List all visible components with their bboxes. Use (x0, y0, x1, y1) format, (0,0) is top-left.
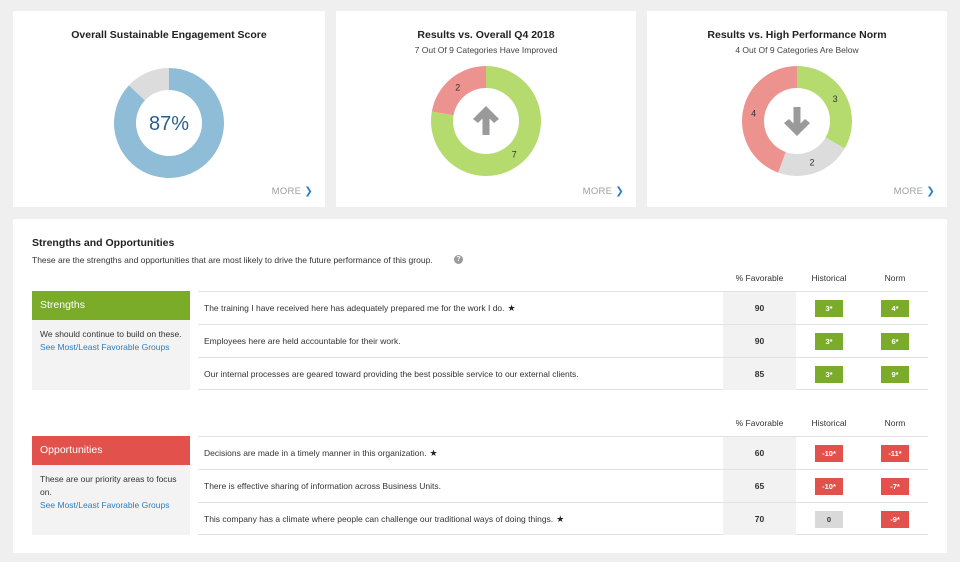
col-favorable: % Favorable (735, 418, 784, 428)
donut-slice-label: 2 (455, 82, 460, 92)
opportunities-header: Opportunities (32, 436, 190, 465)
donut-slice (431, 66, 541, 176)
card-title: Results vs. High Performance Norm (707, 29, 887, 41)
card-subtitle: 7 Out Of 9 Categories Have Improved (414, 45, 558, 55)
donut-slice (113, 68, 224, 178)
more-link[interactable]: MORE ❯ (582, 186, 624, 197)
historical-badge: -10* (815, 478, 843, 495)
opportunities-groups-link[interactable]: See Most/Least Favorable Groups (40, 500, 170, 510)
favorable-value: 90 (723, 292, 796, 324)
col-historical: Historical (811, 273, 847, 283)
donut-slice (431, 66, 486, 116)
engagement-score-card: Overall Sustainable Engagement Score 87%… (13, 11, 325, 207)
results-vs-overall-card: Results vs. Overall Q4 2018 7 Out Of 9 C… (336, 11, 636, 207)
donut-slice-label: 4 (751, 108, 756, 118)
question-text: Decisions are made in a timely manner in… (204, 448, 438, 458)
table-row: The training I have received here has ad… (198, 291, 928, 324)
strengths-header: Strengths (32, 291, 190, 320)
favorable-value: 65 (723, 470, 796, 502)
donut-slice (128, 68, 169, 101)
norm-badge: 9* (881, 366, 909, 383)
favorable-value: 85 (723, 358, 796, 390)
norm-badge: -7* (881, 478, 909, 495)
chevron-right-icon: ❯ (304, 186, 313, 197)
chevron-right-icon: ❯ (615, 186, 624, 197)
favorable-value: 70 (723, 503, 796, 535)
more-link[interactable]: MORE ❯ (271, 186, 313, 197)
question-text: Employees here are held accountable for … (204, 336, 401, 346)
donut-slice-label: 3 (833, 94, 838, 104)
donut-slice (778, 137, 845, 176)
col-norm: Norm (884, 418, 906, 428)
chevron-right-icon: ❯ (926, 186, 935, 197)
favorable-value: 60 (723, 437, 796, 469)
section-title: Strengths and Opportunities (32, 237, 175, 249)
strengths-text: We should continue to build on these. (40, 329, 182, 339)
star-icon: ★ (556, 514, 565, 524)
norm-badge: -11* (881, 445, 909, 462)
section-description: These are the strengths and opportunitie… (32, 255, 433, 265)
table-row: Our internal processes are geared toward… (198, 357, 928, 390)
strengths-groups-link[interactable]: See Most/Least Favorable Groups (40, 342, 170, 352)
card-title: Results vs. Overall Q4 2018 (417, 29, 555, 41)
question-text: There is effective sharing of informatio… (204, 481, 442, 491)
historical-badge: 3* (815, 300, 843, 317)
results-vs-overall-donut-chart: 72 (431, 66, 541, 176)
col-historical: Historical (811, 418, 847, 428)
donut-center-label: 87% (149, 113, 189, 135)
results-vs-norm-donut-chart: 3 2 4 (742, 66, 852, 176)
question-text: Our internal processes are geared toward… (204, 369, 579, 379)
star-icon: ★ (507, 303, 516, 313)
donut-slice (797, 66, 852, 149)
opportunities-box: Opportunities These are our priority are… (32, 436, 190, 535)
historical-badge: -10* (815, 445, 843, 462)
norm-badge: -9* (881, 511, 909, 528)
help-icon[interactable]: ? (454, 255, 463, 264)
favorable-value: 90 (723, 325, 796, 357)
up-arrow-icon (473, 106, 499, 135)
donut-slice-label: 7 (512, 150, 517, 160)
results-vs-norm-card: Results vs. High Performance Norm 4 Out … (647, 11, 947, 207)
card-title: Overall Sustainable Engagement Score (71, 29, 267, 41)
down-arrow-icon (784, 107, 810, 136)
table-row: There is effective sharing of informatio… (198, 469, 928, 502)
opportunities-text: These are our priority areas to focus on… (40, 474, 177, 497)
question-text: The training I have received here has ad… (204, 303, 516, 313)
col-favorable: % Favorable (735, 273, 784, 283)
col-norm: Norm (884, 273, 906, 283)
norm-badge: 6* (881, 333, 909, 350)
historical-badge: 3* (815, 333, 843, 350)
historical-badge: 0 (815, 511, 843, 528)
table-row: Decisions are made in a timely manner in… (198, 436, 928, 469)
historical-badge: 3* (815, 366, 843, 383)
table-row: Employees here are held accountable for … (198, 324, 928, 357)
strengths-box: Strengths We should continue to build on… (32, 291, 190, 390)
donut-slice-label: 2 (810, 157, 815, 167)
question-text: This company has a climate where people … (204, 514, 565, 524)
card-subtitle: 4 Out Of 9 Categories Are Below (735, 45, 859, 55)
engagement-donut-chart: 87% (113, 68, 224, 178)
donut-slice (742, 66, 797, 173)
star-icon: ★ (429, 448, 438, 458)
more-link[interactable]: MORE ❯ (893, 186, 935, 197)
table-row: This company has a climate where people … (198, 502, 928, 535)
norm-badge: 4* (881, 300, 909, 317)
